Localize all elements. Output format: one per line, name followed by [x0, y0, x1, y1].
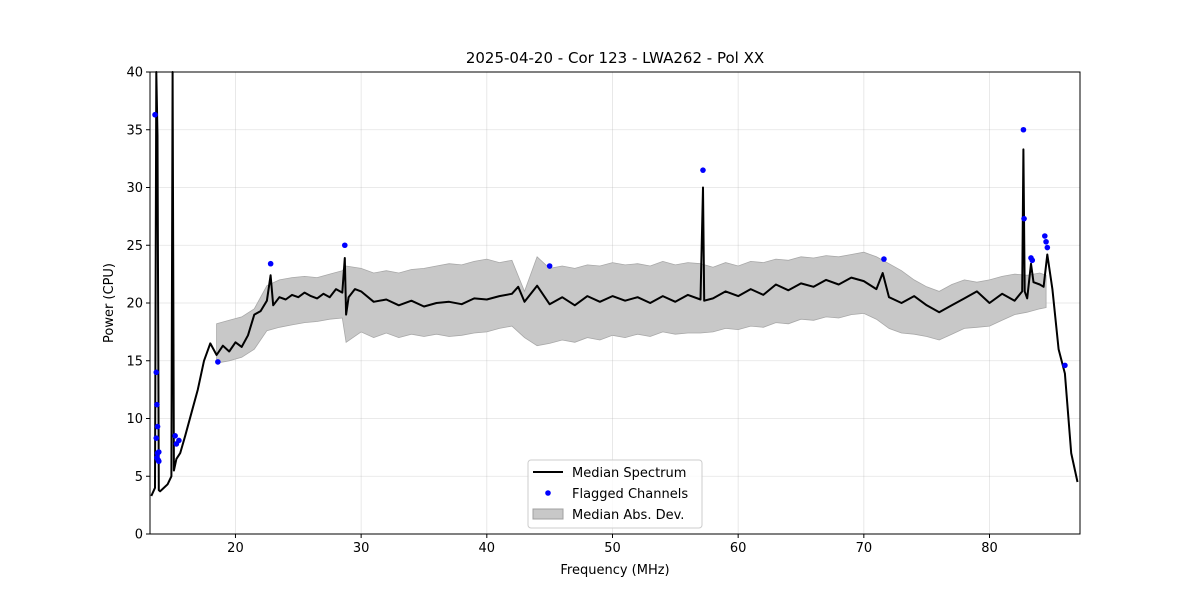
flagged-channel-point	[153, 435, 160, 441]
x-tick-label: 70	[856, 541, 873, 556]
flagged-channel-point	[154, 450, 161, 456]
legend-box	[527, 459, 703, 529]
flagged-channel-point	[1029, 257, 1036, 264]
y-tick-label: 40	[126, 66, 143, 81]
y-tick-label: 5	[135, 470, 143, 485]
flagged-channel-point	[1043, 238, 1049, 245]
y-tick-label: 30	[126, 181, 143, 196]
legend-label-flagged-channels: Flagged Channels	[572, 487, 688, 502]
flagged-channel-point	[155, 458, 162, 465]
flagged-channel-point	[176, 437, 182, 444]
legend-band-swatch	[532, 508, 564, 520]
flagged-channel-point	[1044, 244, 1051, 251]
x-tick-label: 60	[730, 541, 747, 556]
flagged-channel-point	[153, 369, 160, 376]
flagged-channel-point	[267, 260, 274, 267]
legend-label-median-abs-dev: Median Abs. Dev.	[572, 508, 684, 523]
y-axis-label: Power (CPU)	[102, 263, 117, 343]
flagged-channel-point	[152, 111, 158, 118]
legend-label-median-spectrum: Median Spectrum	[572, 466, 686, 481]
flagged-channel-point	[154, 401, 160, 408]
legend-marker-swatch	[545, 490, 551, 496]
x-tick-label: 40	[479, 541, 496, 556]
y-axis-ticks: 0 5 10 15 20 25 30 35 40	[126, 66, 150, 543]
median-spectrum-line	[150, 71, 1079, 497]
mad-band	[216, 251, 1047, 364]
median-line-layer	[150, 71, 1079, 497]
chart-title: 2025-04-20 - Cor 123 - LWA262 - Pol XX	[466, 49, 764, 67]
y-tick-label: 15	[126, 354, 143, 369]
legend: Median Spectrum Flagged Channels Median …	[527, 459, 703, 529]
x-tick-label: 50	[604, 541, 621, 556]
flagged-points-layer	[152, 111, 1068, 465]
flagged-channel-point	[1021, 215, 1027, 222]
flagged-channel-point	[341, 242, 348, 249]
y-tick-label: 0	[135, 528, 143, 543]
mad-band-layer	[216, 251, 1047, 364]
flagged-channel-point	[700, 167, 706, 173]
flagged-channel-point	[1042, 233, 1048, 239]
x-tick-label: 30	[353, 541, 370, 556]
flagged-channel-point	[546, 263, 553, 269]
y-tick-label: 35	[126, 123, 143, 138]
x-tick-label: 80	[981, 541, 998, 556]
flagged-channel-point	[1062, 362, 1068, 369]
flagged-channel-point	[154, 423, 161, 430]
flagged-channel-point	[172, 433, 178, 439]
x-axis-ticks: 20 30 40 50 60 70 80	[227, 534, 998, 556]
x-axis-label: Frequency (MHz)	[560, 563, 669, 578]
flagged-channel-point	[215, 359, 221, 365]
flagged-channel-point	[1020, 126, 1027, 133]
y-tick-label: 10	[126, 412, 143, 427]
x-tick-label: 20	[227, 541, 244, 556]
y-tick-label: 25	[126, 239, 143, 254]
y-tick-label: 20	[126, 297, 143, 312]
flagged-channel-point	[881, 256, 887, 262]
